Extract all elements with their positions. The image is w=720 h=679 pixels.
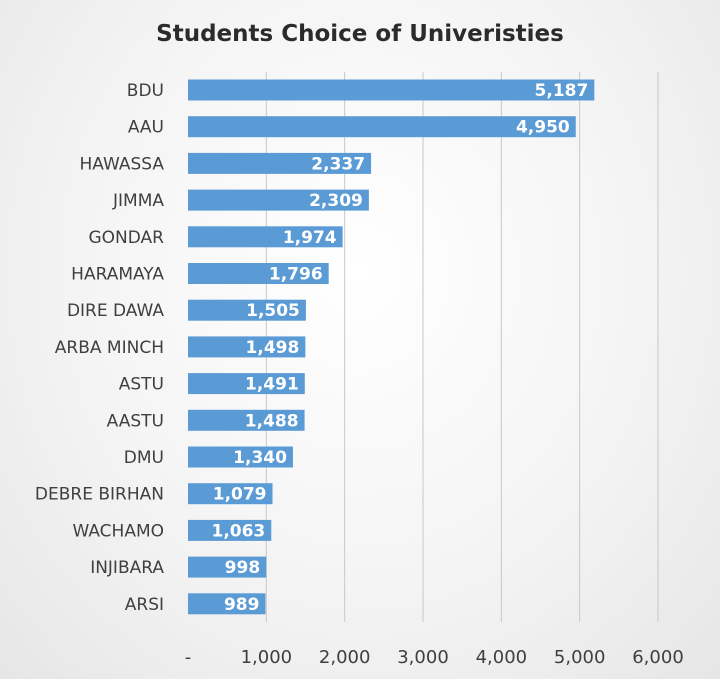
bar xyxy=(188,79,595,101)
category-labels: BDU AAU HAWASSA JIMMA GONDAR HARAMAYA DIRE DAW… xyxy=(35,81,164,615)
bar xyxy=(188,519,272,541)
category-label: INJIBARA xyxy=(90,558,164,578)
category-label: ARSI xyxy=(125,595,164,615)
bar xyxy=(188,336,306,358)
category-label: ASTU xyxy=(119,375,164,395)
bar xyxy=(188,263,329,284)
chart-title: Students Choice of Univeristies xyxy=(156,21,564,47)
x-tick-label: - xyxy=(185,647,192,668)
category-label: GONDAR xyxy=(88,228,164,248)
data-label: 5,187 xyxy=(535,81,589,101)
data-label: 1,498 xyxy=(246,338,300,358)
data-label: 1,063 xyxy=(211,521,265,541)
data-label: 1,488 xyxy=(245,411,299,431)
category-label: HAWASSA xyxy=(79,154,164,174)
data-label: 1,491 xyxy=(245,375,299,395)
bar xyxy=(188,409,305,431)
bar xyxy=(188,116,576,138)
bar xyxy=(188,483,273,505)
bar xyxy=(188,446,293,468)
bar xyxy=(188,152,372,174)
data-label: 998 xyxy=(225,558,261,578)
x-tick-label: 2,000 xyxy=(319,647,371,668)
category-label: JIMMA xyxy=(112,191,164,211)
bar xyxy=(188,556,267,578)
category-label: ARBA MINCH xyxy=(55,338,164,358)
bar xyxy=(188,593,266,615)
category-label: DIRE DAWA xyxy=(67,301,164,321)
category-label: WACHAMO xyxy=(72,521,164,541)
data-label: 1,340 xyxy=(233,448,287,468)
bar xyxy=(188,373,305,395)
category-label: AASTU xyxy=(107,411,164,431)
category-label: BDU xyxy=(127,81,164,101)
category-label: DEBRE BIRHAN xyxy=(35,485,164,505)
category-label: HARAMAYA xyxy=(71,265,164,285)
bar xyxy=(188,299,306,321)
data-label: 4,950 xyxy=(516,118,570,138)
x-tick-label: 6,000 xyxy=(632,647,684,668)
bar xyxy=(188,189,369,211)
x-tick-label: 1,000 xyxy=(241,647,293,668)
data-label: 989 xyxy=(224,595,260,615)
x-tick-label: 5,000 xyxy=(554,647,606,668)
data-label: 2,309 xyxy=(309,191,363,211)
x-tick-label: 3,000 xyxy=(397,647,449,668)
bar xyxy=(188,226,343,248)
data-label: 1,079 xyxy=(213,485,267,505)
data-label: 1,796 xyxy=(269,265,323,285)
category-label: AAU xyxy=(128,118,164,138)
data-label: 1,505 xyxy=(246,301,300,321)
bar-layer: 5,187 4,950 2,337 2,309 1,974 1,796 1,505 1,498… xyxy=(188,79,595,615)
data-label: 1,974 xyxy=(283,228,337,248)
data-label: 2,337 xyxy=(311,154,365,174)
x-axis-tick-labels: - 1,000 2,000 3,000 4,000 5,000 6,000 xyxy=(185,647,684,668)
x-tick-label: 4,000 xyxy=(476,647,528,668)
category-label: DMU xyxy=(124,448,164,468)
